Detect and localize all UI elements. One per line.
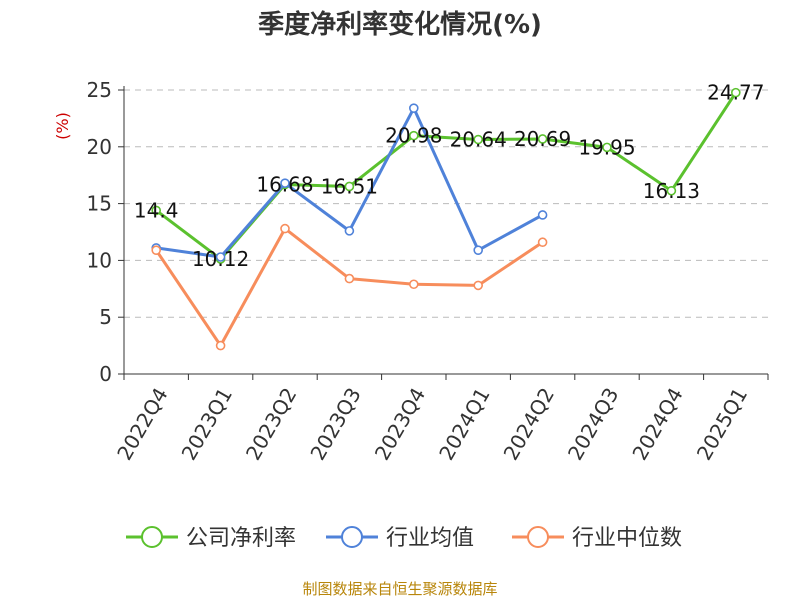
source-note: 制图数据来自恒生聚源数据库 [302,580,497,598]
data-label: 16.13 [643,179,700,203]
x-tick-label: 2023Q3 [305,384,365,465]
y-axis-label: (%) [53,112,72,140]
data-point [473,245,484,255]
data-label: 24.77 [707,81,764,105]
data-label: 20.64 [450,128,507,152]
data-point [408,130,419,141]
y-tick-label: 10 [87,248,112,272]
data-point [537,210,548,220]
data-label: 20.69 [514,127,571,151]
data-point [730,87,741,98]
legend-marker [141,526,163,548]
data-labels: 14.4 10.12 16.68 16.51 20.98 20.64 20.69 19.95 1… [134,81,764,271]
x-tick-label: 2023Q1 [177,384,237,465]
y-tick-label: 20 [87,135,112,159]
data-label: 19.95 [578,135,635,159]
legend-item: 行业中位数 [512,526,682,551]
data-point [215,340,226,351]
legend-marker [341,526,363,548]
data-point [215,252,226,262]
data-point [537,134,548,144]
data-label: 16.68 [256,173,313,197]
x-tick-label: 2024Q3 [563,384,623,465]
data-point [666,185,677,196]
chart-title: 季度净利率变化情况(%) [258,9,542,40]
y-tick-label: 15 [87,192,112,216]
data-label: 20.98 [385,124,442,148]
series-2 [151,223,548,351]
x-tick-label: 2024Q1 [434,384,494,465]
x-tick-label: 2025Q1 [692,384,752,465]
data-point [151,205,161,216]
legend-label: 公司净利率 [186,526,296,551]
y-tick-label: 5 [99,305,112,329]
series-lines [151,87,741,351]
x-tick-label: 2023Q2 [241,384,301,465]
data-point [537,237,548,248]
data-label: 16.51 [321,174,378,198]
x-tick-label: 2023Q4 [370,384,430,465]
legend-item: 行业均值 [326,526,474,551]
y-tick-label: 25 [87,78,112,102]
legend-item: 公司净利率 [126,526,296,551]
data-point [280,178,290,188]
data-label: 10.12 [192,247,249,271]
legend-label: 行业均值 [386,526,474,551]
x-tick-label: 2024Q4 [627,384,687,465]
legend-marker [527,526,549,548]
data-label: 14.4 [134,198,179,222]
x-tick-label: 2022Q4 [112,384,172,465]
data-point [602,142,612,153]
legend-label: 行业中位数 [572,526,682,551]
data-point [280,223,290,234]
legend: 公司净利率 行业均值 行业中位数 [126,526,682,551]
grid-lines [124,89,768,318]
data-point [473,134,484,145]
x-tick-label: 2024Q2 [499,384,559,465]
data-point [344,226,355,236]
data-point [473,280,484,291]
data-point [151,245,161,255]
data-point [344,273,355,284]
data-point [344,181,355,192]
y-tick-label: 0 [99,362,112,386]
data-point [408,279,419,290]
data-point [408,103,419,113]
